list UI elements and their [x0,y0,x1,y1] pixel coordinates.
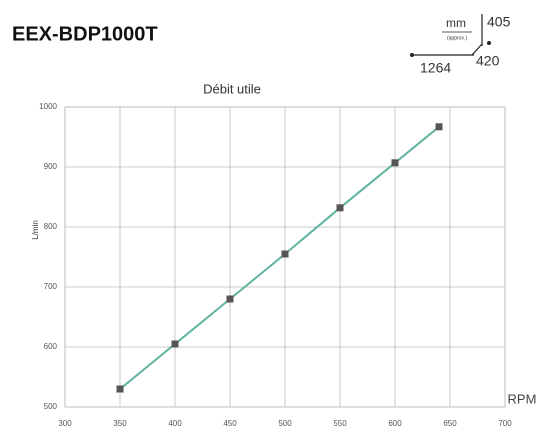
dim-note: (approx.) [447,35,467,41]
x-tick-label: 300 [58,419,72,428]
data-point [336,204,344,212]
y-tick-label: 1000 [39,102,57,111]
y-tick-label: 800 [44,222,58,231]
y-tick-label: 500 [44,402,58,411]
y-axis-label: L/min [31,220,40,240]
x-tick-label: 350 [113,419,127,428]
x-tick-label: 700 [498,419,512,428]
dim-dot [487,41,491,45]
y-tick-label: 700 [44,282,58,291]
product-title: EEX-BDP1000T [12,23,158,45]
data-point [226,295,234,303]
x-tick-label: 650 [443,419,457,428]
dim-unit: mm [446,16,466,30]
data-point [391,159,399,167]
x-tick-label: 450 [223,419,237,428]
data-point [281,250,289,258]
dim-dot [410,53,414,57]
chart-title: Débit utile [203,81,261,96]
x-tick-label: 500 [278,419,292,428]
dim-line [471,43,483,56]
data-line [119,126,440,390]
dimension-diagram: mm (approx.) 405 420 1264 [410,14,511,76]
x-tick-label: 600 [388,419,402,428]
x-tick-label: 400 [168,419,182,428]
data-point [171,340,179,348]
x-tick-label: 550 [333,419,347,428]
dim-depth: 420 [476,53,500,69]
dim-height: 405 [487,14,511,30]
data-point [435,123,443,131]
y-tick-label: 900 [44,162,58,171]
x-axis-label: RPM [508,391,537,406]
y-tick-label: 600 [44,342,58,351]
data-point [116,385,124,393]
dim-width: 1264 [420,60,451,76]
